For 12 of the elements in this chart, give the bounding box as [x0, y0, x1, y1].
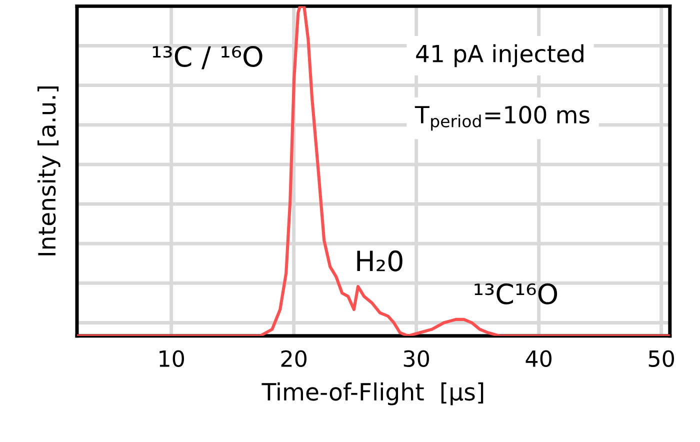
annotation: ¹³C / ¹⁶O [152, 46, 262, 70]
annotation: H₂0 [357, 250, 402, 272]
x-axis-title: Time-of-Flight [µs] [262, 382, 484, 406]
x-tick-label: 50 [648, 350, 674, 368]
x-tick-label: 40 [526, 350, 552, 368]
annotation: 41 pA injected [416, 44, 584, 68]
x-tick-label: 20 [281, 350, 306, 368]
x-tick-label: 30 [404, 350, 429, 368]
annotation: T$_{period}$=100 ms [414, 106, 590, 131]
y-axis-title: Intensity [a.u.] [37, 86, 60, 256]
annotation: ¹³C¹⁶O [474, 283, 558, 304]
x-tick-label: 10 [160, 350, 184, 368]
